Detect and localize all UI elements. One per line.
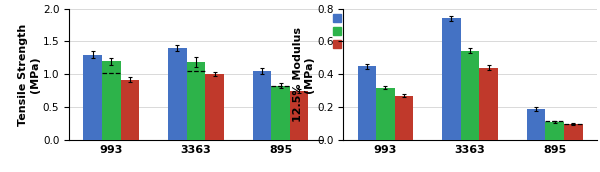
Y-axis label: 12.5% Modulus
(MPa): 12.5% Modulus (MPa): [293, 27, 314, 122]
Bar: [121, 80, 139, 140]
Bar: [479, 68, 498, 140]
Bar: [290, 91, 308, 140]
Bar: [564, 124, 583, 140]
Bar: [83, 55, 102, 140]
Bar: [461, 51, 479, 140]
Bar: [442, 18, 461, 140]
Bar: [271, 86, 290, 140]
Bar: [376, 88, 395, 140]
Y-axis label: Tensile Strength
(MPa): Tensile Strength (MPa): [18, 23, 40, 126]
Bar: [527, 109, 545, 140]
Bar: [358, 66, 376, 140]
Bar: [545, 122, 564, 140]
Bar: [253, 71, 271, 140]
Bar: [395, 96, 413, 140]
Legend: no heat, 180-120, 200-120: no heat, 180-120, 200-120: [333, 13, 389, 49]
Bar: [205, 74, 224, 140]
Bar: [102, 61, 121, 140]
Bar: [187, 62, 205, 140]
Bar: [168, 48, 187, 140]
